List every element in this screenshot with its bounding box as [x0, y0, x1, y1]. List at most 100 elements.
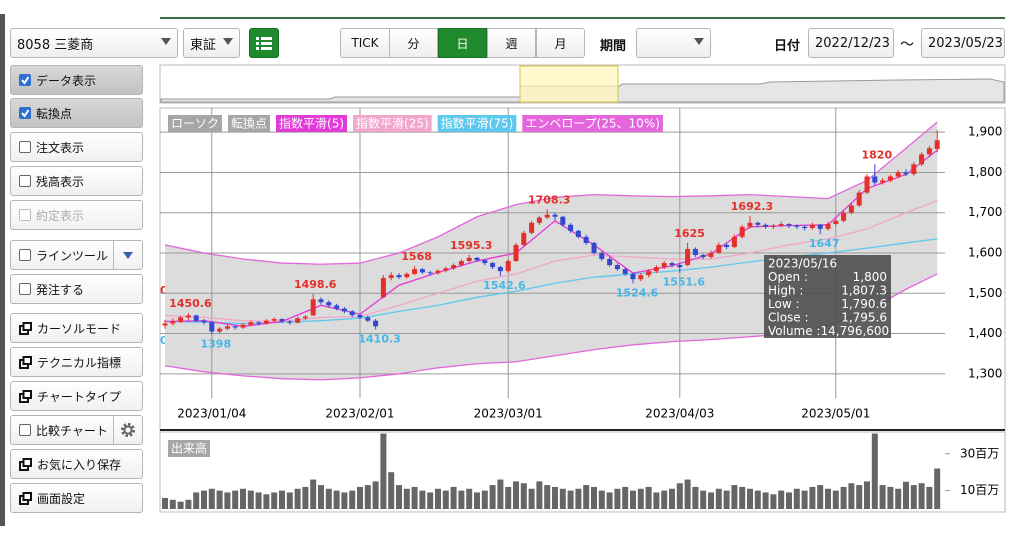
candle-body	[794, 225, 800, 227]
candle-body	[185, 315, 191, 318]
date-from[interactable]: 2022/12/23	[808, 28, 894, 58]
symbol-text: 8058 三菱商	[17, 37, 94, 53]
sidebar-button[interactable]: お気に入り保存	[10, 449, 143, 479]
volume-bar	[840, 486, 847, 509]
sidebar-button[interactable]: 転換点	[10, 98, 143, 128]
settings-button[interactable]	[113, 416, 142, 444]
tooltip-value: 1,795.6	[841, 311, 887, 325]
volume-bar	[910, 485, 917, 509]
sidebar-button[interactable]: テクニカル指標	[10, 347, 143, 377]
volume-bar	[536, 481, 543, 509]
candle-body	[614, 265, 620, 270]
interval-button[interactable]: TICK	[340, 28, 390, 58]
candle-body	[357, 315, 363, 318]
menu-toggle[interactable]	[113, 241, 142, 269]
candle-body	[209, 322, 215, 332]
market-select[interactable]: 東証	[183, 28, 240, 58]
period-select[interactable]	[636, 28, 711, 58]
volume-bar	[809, 486, 816, 509]
volume-bar	[723, 490, 730, 509]
list-button[interactable]	[249, 28, 279, 58]
window-icon	[19, 491, 32, 505]
candle-body	[334, 305, 340, 309]
interval-button[interactable]: 月	[536, 28, 585, 58]
sidebar-button[interactable]: 注文表示	[10, 132, 143, 162]
legend-label: 指数平滑(25)	[356, 116, 429, 131]
volume-bar	[895, 488, 902, 509]
check-mark	[21, 76, 30, 85]
tooltip-value: 1,790.6	[841, 297, 887, 311]
sidebar-label: チャートタイプ	[37, 389, 121, 404]
candle-body	[934, 140, 940, 150]
volume-bar	[427, 492, 434, 509]
candle-body	[724, 244, 730, 247]
low-label: 1551.6	[663, 275, 706, 288]
envelope-upper	[164, 121, 938, 265]
legend-swatch	[522, 115, 663, 132]
volume-bar	[692, 486, 699, 509]
volume-bar	[583, 485, 590, 509]
sidebar-button[interactable]: 発注する	[10, 274, 143, 304]
candle-body	[591, 242, 597, 253]
volume-bar	[739, 486, 746, 509]
candle-body	[287, 321, 293, 323]
candle-body	[755, 222, 761, 225]
tooltip-date: 2023/05/16	[768, 257, 837, 271]
sidebar-button[interactable]: 比較チャート	[10, 415, 143, 445]
low-label: 1647	[809, 237, 840, 250]
sidebar-label: 約定表示	[36, 208, 85, 223]
sidebar-label: お気に入り保存	[37, 457, 122, 472]
volume-bar	[715, 488, 722, 509]
volume-tick-label: 30百万	[960, 446, 999, 460]
date-from-text: 2022/12/23	[815, 35, 890, 51]
volume-bar	[271, 492, 278, 509]
volume-bar	[310, 479, 317, 509]
volume-title-bg	[168, 440, 211, 457]
sidebar-button[interactable]: ラインツール	[10, 240, 143, 270]
volume-bar	[364, 485, 371, 509]
sidebar-button[interactable]: データ表示	[10, 65, 143, 95]
volume-bar	[372, 481, 379, 509]
interval-button[interactable]: 日	[438, 28, 487, 58]
tooltip-key: Low :	[768, 297, 800, 311]
low-label: 1524.6	[616, 286, 659, 299]
candle-body	[302, 316, 308, 319]
volume-bar	[318, 485, 324, 509]
volume-bar	[676, 483, 683, 509]
interval-button[interactable]: 週	[487, 28, 536, 58]
sidebar-label: 発注する	[36, 282, 85, 297]
sidebar-button[interactable]: 残高表示	[10, 166, 143, 196]
candle-body	[544, 214, 550, 218]
navigator-window[interactable]	[519, 65, 619, 103]
low-label: 1398	[200, 337, 231, 350]
candle-body	[848, 205, 854, 213]
volume-bar	[232, 490, 239, 509]
candle-body	[731, 236, 737, 247]
candle-body	[638, 275, 644, 280]
sidebar-button[interactable]: カーソルモード	[10, 313, 143, 343]
sidebar-button[interactable]: チャートタイプ	[10, 381, 143, 411]
candle-body	[178, 317, 184, 322]
symbol-select[interactable]: 8058 三菱商	[10, 28, 178, 58]
high-label: 1692.3	[731, 200, 773, 213]
volume-bar	[575, 488, 582, 509]
candle-body	[700, 255, 706, 258]
candle-body	[193, 315, 199, 321]
candle-body	[365, 317, 371, 321]
volume-bar	[653, 492, 660, 509]
volume-bar	[388, 472, 395, 509]
candle-body	[427, 272, 433, 274]
volume-bar	[801, 490, 808, 509]
volume-bar	[700, 490, 707, 509]
date-to[interactable]: 2023/05/23	[921, 28, 1005, 58]
volume-bar	[201, 490, 207, 509]
checkbox	[19, 209, 31, 221]
window-edge	[0, 14, 5, 526]
interval-button[interactable]: 分	[389, 28, 438, 58]
volume-bar	[185, 499, 192, 509]
volume-bar	[419, 490, 426, 509]
top-rule	[160, 17, 1005, 19]
candle-body	[497, 267, 503, 272]
sidebar-button[interactable]: 画面設定	[10, 483, 143, 513]
tooltip-value: 1,800	[853, 270, 887, 284]
